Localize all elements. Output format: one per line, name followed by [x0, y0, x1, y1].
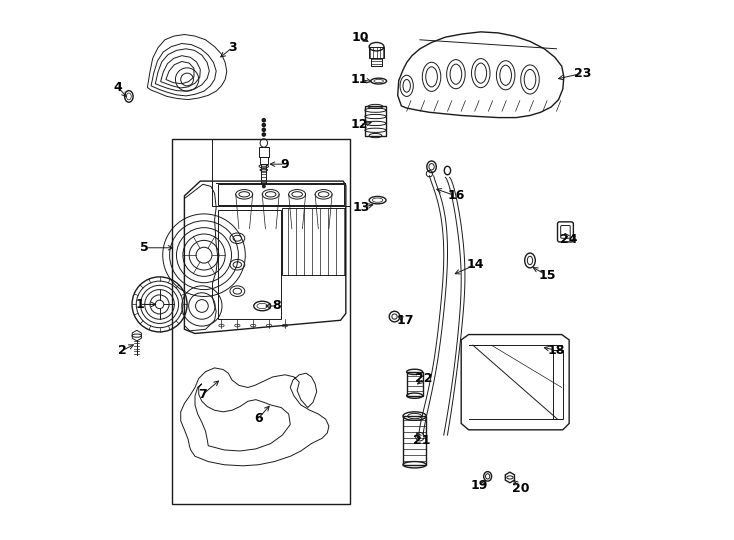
Text: 15: 15 [538, 269, 556, 282]
Text: 20: 20 [512, 482, 529, 495]
Text: 1: 1 [135, 298, 144, 311]
Text: 6: 6 [254, 411, 263, 424]
Bar [172, 139, 350, 504]
Text: 24: 24 [560, 233, 578, 246]
Text: 17: 17 [396, 314, 414, 327]
Bar [369, 46, 384, 58]
Text: 16: 16 [447, 190, 465, 202]
Circle shape [262, 133, 266, 136]
Bar [212, 139, 350, 206]
Text: 3: 3 [228, 41, 236, 54]
Bar [371, 58, 382, 66]
Circle shape [262, 185, 266, 188]
Bar [261, 164, 266, 184]
Text: 19: 19 [470, 480, 488, 492]
Text: 13: 13 [353, 201, 371, 214]
Bar [365, 106, 386, 136]
Bar [553, 350, 563, 419]
Text: 10: 10 [352, 31, 369, 44]
Circle shape [262, 124, 266, 126]
Text: 12: 12 [351, 118, 368, 131]
Bar [258, 147, 269, 157]
Bar [407, 372, 423, 396]
Text: 11: 11 [351, 73, 368, 86]
Text: 18: 18 [548, 344, 565, 357]
Bar [218, 210, 281, 319]
Text: 9: 9 [280, 158, 289, 171]
Text: 2: 2 [118, 344, 127, 357]
Bar [260, 157, 267, 164]
Bar [403, 416, 426, 465]
Text: 22: 22 [415, 372, 433, 385]
Text: 5: 5 [140, 241, 149, 254]
Text: 23: 23 [574, 66, 592, 79]
Text: 7: 7 [199, 388, 207, 401]
Text: 8: 8 [273, 300, 281, 313]
Text: 14: 14 [467, 258, 484, 271]
Text: 4: 4 [114, 81, 123, 94]
Circle shape [262, 119, 266, 122]
Text: 21: 21 [413, 434, 431, 447]
Circle shape [262, 128, 266, 131]
Bar [218, 184, 344, 205]
Bar [283, 207, 345, 275]
